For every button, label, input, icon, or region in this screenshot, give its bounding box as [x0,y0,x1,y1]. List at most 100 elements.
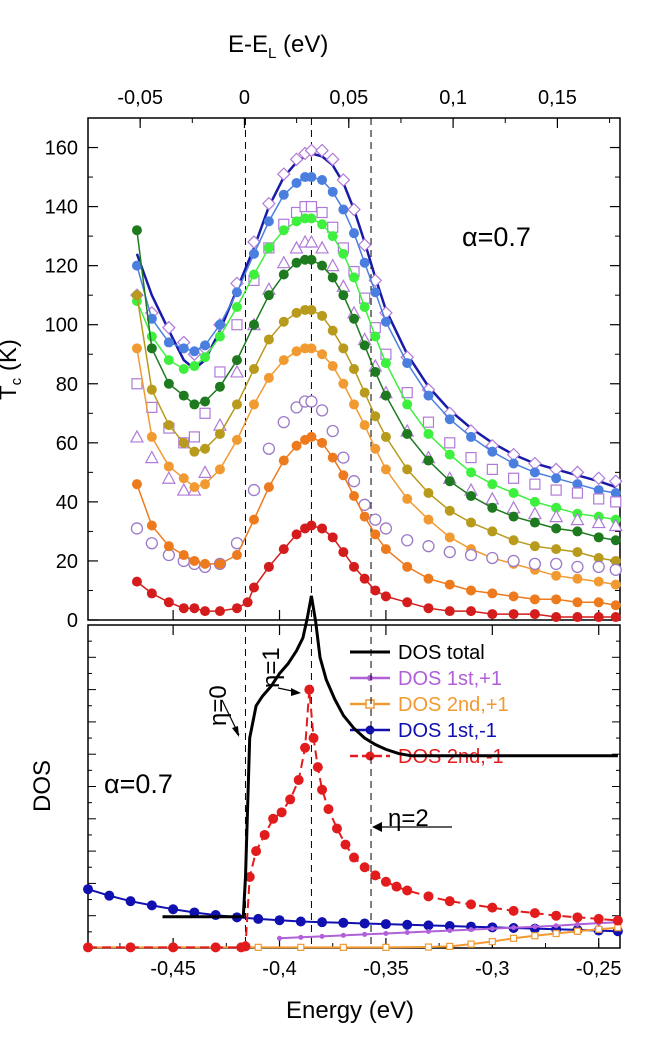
tc-data-point [608,518,623,532]
dos-data-point [488,937,496,946]
tc-data-point [146,343,157,354]
dos-data-point [276,807,287,818]
tc-data-point [349,399,359,410]
tc-data-point [593,485,604,496]
tc-data-point [359,387,370,398]
tc-data-point [189,399,200,410]
tc-data-point [263,290,274,301]
dos-series-4 [83,684,623,953]
tc-data-point [359,301,370,312]
dos-data-point [370,870,381,881]
legend-label-dos-total: DOS total [398,642,485,664]
top-axis-tick-label: 0,1 [439,87,467,109]
tc-data-point [214,331,225,342]
tc-data-point [317,523,328,534]
tc-data-point [593,612,604,623]
dos-data-point [593,913,604,924]
dos-series-3 [83,884,623,937]
tc-series-2 [131,172,621,499]
tc-data-point [610,579,621,590]
tc-data-point [231,287,242,298]
tc-data-point [336,173,351,187]
tc-data-point [248,514,259,525]
tc-data-point [200,352,211,363]
dos-alpha-annotation: α=0.7 [104,769,173,799]
tc-data-point [610,600,621,611]
tc-data-point [212,417,227,431]
tc-data-point [305,395,318,408]
tc-data-point [466,431,477,442]
tc-data-point [379,522,393,535]
tc-data-point [289,152,304,167]
tc-data-point [423,455,434,466]
dos-data-point [317,917,328,928]
dos-x-axis-title: Energy (eV) [286,997,414,1024]
tc-data-point [402,358,413,369]
tc-data-point [131,378,143,390]
dos-data-point [338,917,349,928]
dos-data-point [104,890,115,901]
tc-data-point [304,143,319,158]
dos-data-point [574,921,580,927]
tc-data-point [214,558,225,569]
tc-data-point [402,597,413,608]
tc-data-point [338,290,349,301]
tc-data-point [487,502,498,513]
tc-data-point [337,451,350,464]
dos-data-point [268,813,279,824]
dos-data-point [210,910,221,921]
tc-y-tick-label: 160 [45,138,78,160]
dos-data-point [573,927,582,935]
tc-data-point [278,189,289,200]
tc-data-point [529,517,540,528]
tc-data-point [370,585,381,596]
tc-data-point [200,340,211,351]
tc-data-point [487,526,498,537]
tc-data-point [423,603,434,614]
tc-data-point [571,560,584,573]
dos-data-point [383,930,389,936]
tc-data-point [162,548,176,562]
tc-data-point [178,364,189,374]
tc-data-point [570,465,585,480]
tc-data-point [178,390,189,401]
tc-data-point [231,603,242,614]
tc-data-point [327,221,339,233]
tc-data-point [278,544,289,555]
tc-data-point [325,258,340,272]
tc-data-point [200,443,211,454]
dos-data-point [312,762,323,773]
tc-data-point [306,343,317,354]
tc-data-point [551,544,562,555]
tc-data-point [338,204,349,215]
tc-data-point [466,606,477,617]
dos-data-point [425,929,431,935]
tc-data-point [572,526,583,537]
tc-data-point [571,487,584,499]
tc-y-axis-title-sub: c [8,377,25,385]
tc-plot-frame [87,117,621,621]
tc-series-1 [130,143,623,489]
dos-data-point [317,784,328,795]
tc-data-point [146,384,157,395]
eta0-arrowhead [232,726,239,737]
dos-data-point [277,935,283,941]
tc-y-tick-label: 40 [56,492,78,514]
tc-data-point [276,167,291,181]
tc-data-point [423,488,434,499]
tc-data-point [327,532,338,543]
tc-data-point [422,540,435,553]
tc-data-point [317,349,328,360]
top-axis-title-unit: (eV) [276,31,328,58]
tc-data-point [131,260,142,271]
dos-data-point [340,932,346,938]
tc-data-point [146,431,157,442]
dos-x-tick-label: -0,25 [576,958,622,980]
dos-data-point [304,684,315,695]
tc-data-point [529,478,541,490]
tc-data-point [572,479,583,490]
tc-data-point [231,319,243,331]
dos-data-point [331,823,342,834]
tc-data-point [508,472,520,484]
